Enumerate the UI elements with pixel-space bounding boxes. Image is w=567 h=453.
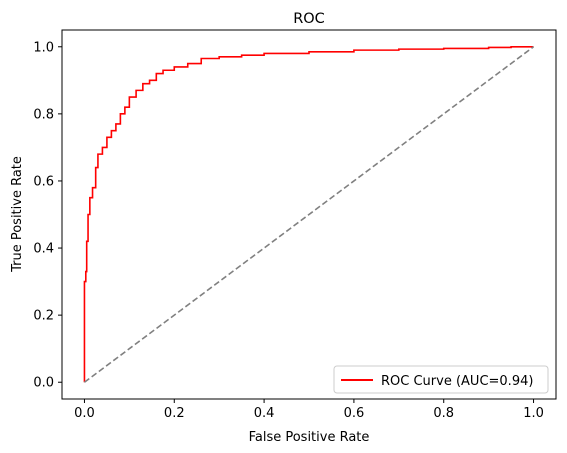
- plot-frame: [61, 29, 557, 400]
- x-axis: 0.0 0.2 0.4 0.6 0.8 1.0: [74, 399, 544, 421]
- x-tick-label: 0.0: [74, 406, 95, 421]
- y-tick-label: 0.2: [33, 309, 54, 324]
- y-axis-label: True Positive Rate: [10, 156, 25, 273]
- x-tick-label: 0.6: [344, 406, 365, 421]
- y-axis: 0.0 0.2 0.4 0.6 0.8 1.0: [33, 40, 62, 391]
- y-tick-label: 0.8: [33, 107, 54, 122]
- x-tick-label: 0.2: [164, 406, 185, 421]
- roc-curve-line: [83, 45, 534, 383]
- legend: ROC Curve (AUC=0.94): [333, 365, 549, 394]
- chance-diagonal-line: [83, 46, 535, 383]
- x-tick-label: 1.0: [523, 406, 544, 421]
- x-axis-label: False Positive Rate: [249, 430, 370, 445]
- y-tick-label: 0.0: [33, 376, 54, 391]
- y-tick-label: 0.6: [33, 174, 54, 189]
- x-tick-label: 0.4: [254, 406, 275, 421]
- legend-label-roc: ROC Curve (AUC=0.94): [381, 374, 533, 389]
- y-tick-label: 1.0: [33, 40, 54, 55]
- chart-title: ROC: [293, 11, 325, 27]
- series-layer: [83, 45, 535, 383]
- y-tick-label: 0.4: [33, 242, 54, 257]
- legend-box: [333, 365, 549, 394]
- x-tick-label: 0.8: [433, 406, 454, 421]
